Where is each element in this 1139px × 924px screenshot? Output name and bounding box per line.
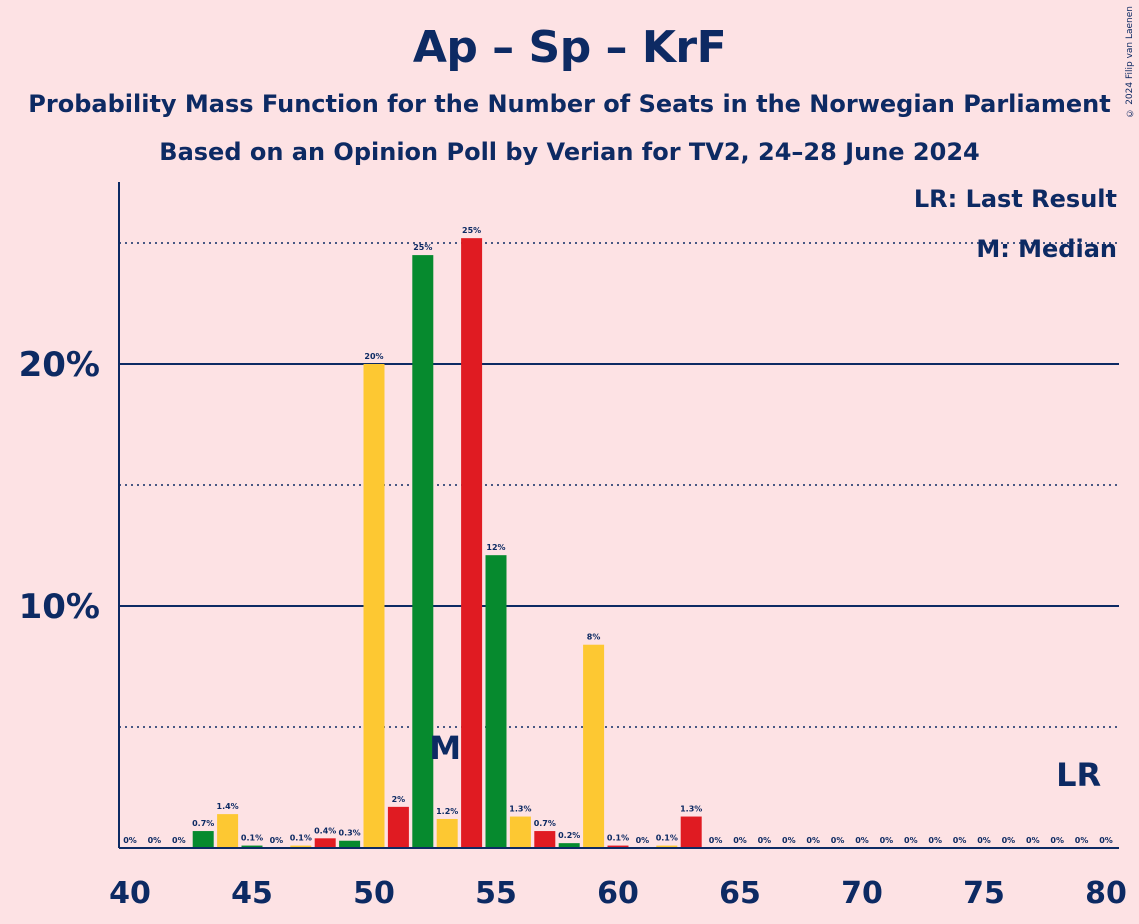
legend-last-result: LR: Last Result [913, 185, 1117, 213]
bar-value-label: 0% [270, 836, 284, 845]
gridlines [119, 242, 1119, 728]
bar-value-label: 0% [1099, 836, 1113, 845]
bar-value-label: 12% [486, 543, 505, 552]
chart-title: Ap – Sp – KrF [412, 22, 727, 73]
bar-value-label: 0% [172, 836, 186, 845]
bar-value-label: 1.2% [436, 807, 458, 816]
bar [436, 818, 458, 848]
bar-value-label: 0% [806, 836, 820, 845]
bar-value-label: 1.3% [509, 805, 531, 814]
bar-value-label: 0% [148, 836, 162, 845]
bar [241, 845, 263, 848]
bar-value-label: 0% [904, 836, 918, 845]
bar [558, 843, 580, 848]
bar-value-label: 25% [413, 243, 432, 252]
bar [509, 816, 531, 848]
bar-value-label: 0% [1050, 836, 1064, 845]
bar-value-label: 8% [587, 633, 601, 642]
bar-value-label: 0.1% [241, 834, 263, 843]
bar [192, 831, 214, 848]
bar-value-label: 25% [462, 226, 481, 235]
bar [290, 845, 312, 848]
x-tick-label: 55 [475, 876, 517, 911]
bar-value-label: 0.1% [290, 834, 312, 843]
bar [656, 845, 678, 848]
bar [485, 555, 507, 848]
y-tick-label: 10% [19, 587, 100, 627]
bar-value-label: 0% [953, 836, 967, 845]
bar [412, 255, 434, 849]
median-marker: M [429, 729, 461, 767]
bar-value-label: 1.3% [680, 805, 702, 814]
x-tick-label: 70 [841, 876, 883, 911]
bar-value-label: 0% [855, 836, 869, 845]
bar-value-label: 0.1% [607, 834, 629, 843]
bar-value-label: 2% [392, 795, 406, 804]
bar-value-label: 0.1% [656, 834, 678, 843]
bar-value-label: 0% [1075, 836, 1089, 845]
bar-value-label: 0.2% [558, 831, 580, 840]
chart-subtitle: Probability Mass Function for the Number… [28, 90, 1111, 118]
x-tick-label: 40 [109, 876, 151, 911]
bar [583, 644, 605, 848]
bar-value-label: 0% [977, 836, 991, 845]
bar-value-label: 0% [1026, 836, 1040, 845]
bar [339, 840, 361, 848]
bar-value-label: 0% [782, 836, 796, 845]
bar-value-label: 0% [928, 836, 942, 845]
bar-value-label: 0% [880, 836, 894, 845]
x-tick-label: 45 [231, 876, 273, 911]
bar [680, 816, 702, 848]
legend-median: M: Median [976, 235, 1117, 263]
x-tick-label: 75 [963, 876, 1005, 911]
axes: 10% 20% 40 45 50 55 60 65 70 75 80 [19, 182, 1127, 911]
x-tick-label: 50 [353, 876, 395, 911]
bar-value-label: 0% [1002, 836, 1016, 845]
bar [363, 364, 385, 848]
chart-source: Based on an Opinion Poll by Verian for T… [159, 138, 980, 166]
bar-value-label: 0% [123, 836, 137, 845]
x-tick-label: 80 [1085, 876, 1127, 911]
bar [461, 238, 483, 848]
bar [534, 831, 556, 848]
x-tick-label: 65 [719, 876, 761, 911]
last-result-marker: LR [1056, 756, 1101, 794]
bar-value-label: 0% [709, 836, 723, 845]
bars [192, 238, 702, 849]
bar-value-label: 0.7% [192, 819, 214, 828]
bar-value-label: 0% [831, 836, 845, 845]
markers: M LR [429, 729, 1101, 794]
bar-value-label: 0% [758, 836, 772, 845]
bar [217, 814, 239, 848]
bar-value-label: 0% [636, 836, 650, 845]
bar [314, 838, 336, 848]
x-tick-label: 60 [597, 876, 639, 911]
bar-value-label: 0.3% [339, 829, 361, 838]
bar-value-label: 0.7% [534, 819, 556, 828]
bar [387, 806, 409, 848]
bar [607, 845, 629, 848]
bar-value-label: 0.4% [314, 826, 336, 835]
bar-value-label: 0% [733, 836, 747, 845]
y-tick-label: 20% [19, 345, 100, 385]
bar-value-labels: 0% 0% 0%0.7%1.4%0.1% 0% 0.1%0.4% 0.3%20%2%25%… [123, 226, 1113, 845]
bar-value-label: 20% [364, 352, 383, 361]
bar-value-label: 1.4% [217, 802, 239, 811]
